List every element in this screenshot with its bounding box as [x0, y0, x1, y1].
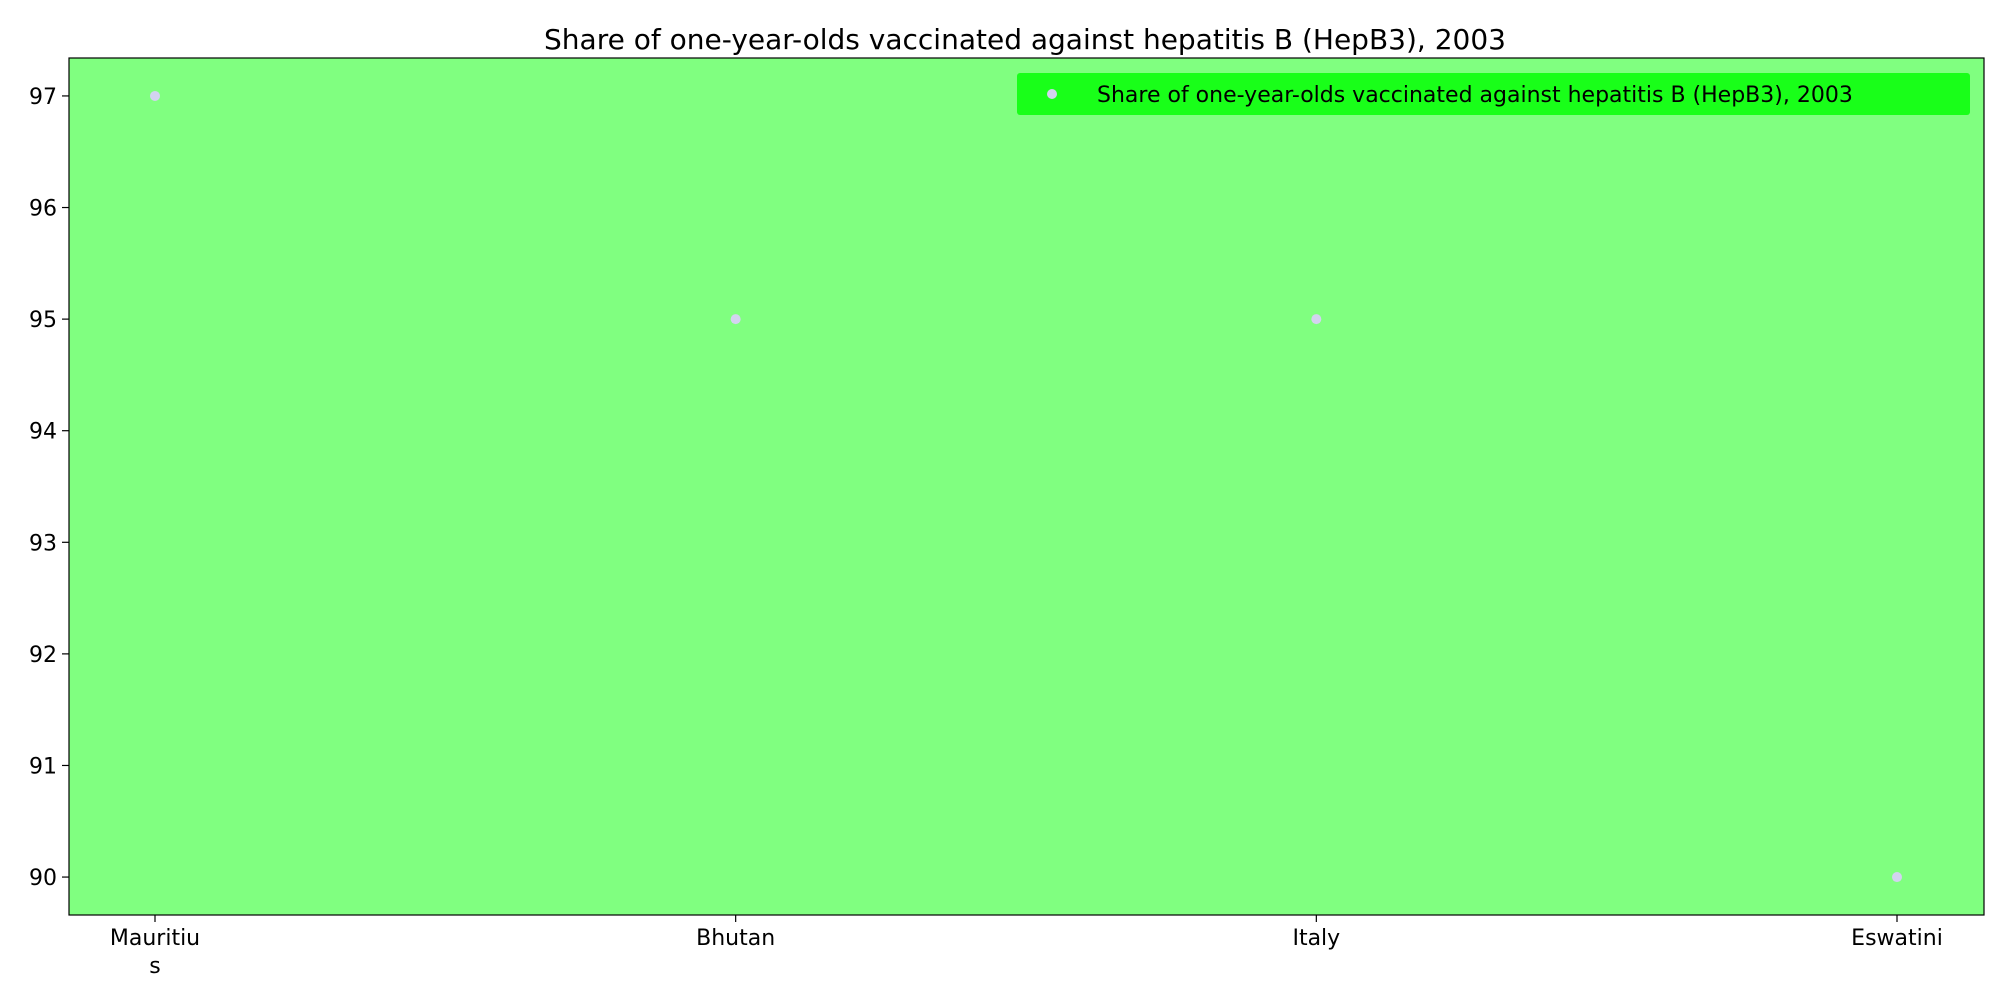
legend-label: Share of one-year-olds vaccinated agains…: [1097, 83, 1853, 108]
y-tick-label: 91: [29, 754, 57, 779]
x-tick-label: Eswatini: [1851, 926, 1943, 951]
legend[interactable]: Share of one-year-olds vaccinated agains…: [1017, 73, 1970, 115]
x-tick-label: Italy: [1292, 926, 1340, 951]
x-tick-label: Bhutan: [696, 926, 775, 951]
x-tick-label-line: Eswatini: [1851, 926, 1943, 951]
y-tick-label: 97: [29, 85, 57, 110]
y-axis: 90 91 92 93 94 95 96 97: [29, 85, 69, 891]
x-axis: Mauritiu s Bhutan Italy Eswatini: [110, 915, 1943, 979]
chart-title: Share of one-year-olds vaccinated agains…: [544, 23, 1506, 56]
x-tick-label-line: Italy: [1292, 926, 1340, 951]
legend-marker: [1047, 89, 1057, 99]
data-point-italy[interactable]: [1311, 314, 1322, 325]
y-tick-label: 92: [29, 643, 57, 668]
y-tick-label: 95: [29, 308, 57, 333]
x-tick-label-line: s: [149, 954, 160, 979]
data-points: [150, 90, 1902, 883]
x-tick-label-line: Bhutan: [696, 926, 775, 951]
plot-area: [68, 57, 1985, 916]
x-tick-label: Mauritiu s: [110, 926, 200, 979]
y-tick-label: 93: [29, 531, 57, 556]
data-point-mauritius[interactable]: [150, 90, 160, 101]
x-tick-label-line: Mauritiu: [110, 926, 200, 951]
y-tick-label: 96: [29, 197, 57, 222]
legend-box: [1017, 73, 1970, 115]
data-point-bhutan[interactable]: [730, 314, 741, 325]
y-tick-label: 94: [29, 420, 57, 445]
data-point-eswatini[interactable]: [1892, 872, 1902, 883]
y-tick-label: 90: [29, 866, 57, 891]
